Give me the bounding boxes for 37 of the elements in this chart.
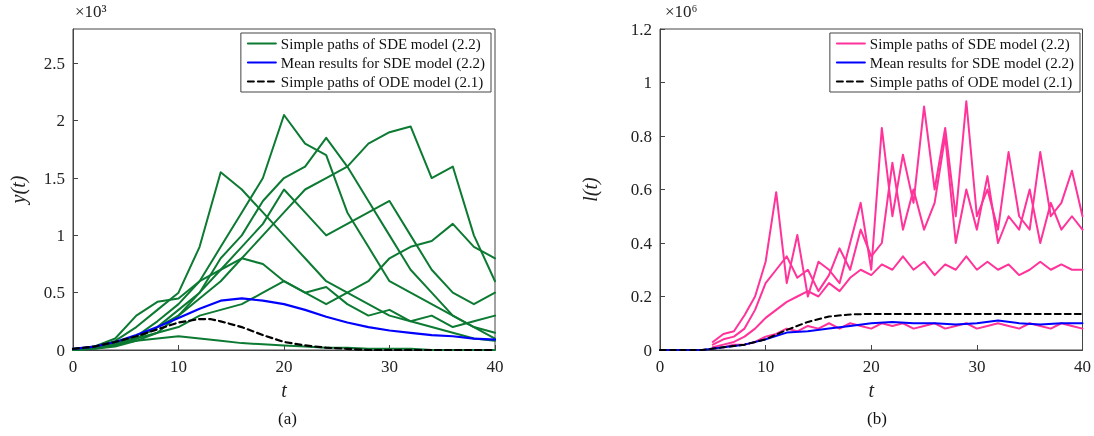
legend-label: Simple paths of ODE model (2.1) [280,73,484,91]
x-axis-title: t [281,379,288,401]
text: ×10³ [75,2,107,21]
x-tick-label: 0 [655,357,665,376]
y-tick-label: 1.5 [43,168,65,188]
x-tick-label: 0 [68,357,78,376]
legend-label: Mean results for SDE model (2.2) [869,54,1075,72]
y-tick-label: 0.4 [630,233,653,253]
x-tick-label: 10 [170,357,187,376]
x-tick-label: 40 [486,357,504,376]
y-tick-label: 0.2 [630,287,652,306]
y-tick-label: 1 [56,225,65,245]
y-axis-title: y(t) [7,175,30,206]
y-tick-label: 0.8 [630,126,652,146]
y-tick-label: 0 [56,340,65,360]
legend-label: Simple paths of SDE model (2.2) [869,35,1070,53]
y-tick-label: 1.2 [630,19,652,39]
x-tick-label: 10 [757,357,775,376]
y-tick-label: 1 [643,73,652,92]
y-tick-label: 0 [643,340,652,360]
x-axis-title: t [868,379,875,401]
legend-label: Mean results for SDE model (2.2) [280,54,486,72]
y-tick-label: 0.6 [630,180,652,199]
x-tick-label: 20 [275,357,293,376]
y-tick-label: 2 [56,111,65,131]
x-tick-label: 30 [381,357,398,376]
text: ×10⁶ [665,2,698,21]
text: (b) [867,409,887,428]
y-tick-label: 0.5 [43,283,65,303]
legend-label: Simple paths of SDE model (2.2) [280,35,481,53]
y-axis-title: l(t) [579,176,602,202]
x-tick-label: 30 [968,357,986,376]
x-tick-label: 20 [862,357,880,376]
legend-label: Simple paths of ODE model (2.1) [869,73,1073,91]
x-tick-label: 40 [1074,357,1091,376]
text: (a) [278,409,297,428]
y-tick-label: 2.5 [43,53,65,73]
